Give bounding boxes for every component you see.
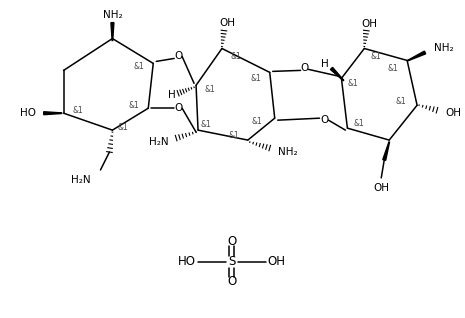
Text: &1: &1 [251, 74, 261, 83]
Text: HO: HO [20, 108, 36, 118]
Text: OH: OH [445, 108, 461, 118]
Text: H₂N: H₂N [71, 175, 91, 185]
Text: &1: &1 [231, 52, 241, 61]
Text: S: S [228, 255, 236, 268]
Text: &1: &1 [371, 52, 382, 61]
Text: &1: &1 [129, 101, 140, 110]
Text: &1: &1 [134, 62, 145, 71]
Text: &1: &1 [348, 79, 359, 88]
Text: H₂N: H₂N [148, 137, 168, 147]
Text: H: H [320, 59, 328, 69]
Text: &1: &1 [205, 85, 215, 94]
Text: &1: &1 [252, 117, 262, 126]
Text: &1: &1 [354, 119, 365, 128]
Text: O: O [300, 63, 309, 73]
Polygon shape [408, 51, 425, 61]
Text: &1: &1 [228, 131, 239, 140]
Polygon shape [44, 112, 62, 115]
Text: O: O [227, 275, 237, 288]
Text: O: O [227, 235, 237, 248]
Text: &1: &1 [388, 64, 399, 73]
Polygon shape [383, 142, 390, 160]
Text: &1: &1 [396, 97, 406, 106]
Text: OH: OH [361, 18, 377, 29]
Text: OH: OH [373, 183, 389, 193]
Text: O: O [320, 115, 329, 125]
Text: O: O [174, 52, 182, 61]
Text: OH: OH [219, 17, 235, 28]
Polygon shape [331, 67, 344, 80]
Text: H: H [168, 90, 176, 100]
Text: &1: &1 [117, 123, 128, 132]
Text: &1: &1 [200, 120, 212, 129]
Text: OH: OH [268, 255, 286, 268]
Text: &1: &1 [72, 106, 83, 115]
Polygon shape [111, 23, 114, 40]
Text: NH₂: NH₂ [278, 147, 297, 157]
Text: NH₂: NH₂ [434, 44, 454, 53]
Text: O: O [174, 103, 182, 113]
Text: NH₂: NH₂ [103, 10, 122, 20]
Text: HO: HO [178, 255, 196, 268]
